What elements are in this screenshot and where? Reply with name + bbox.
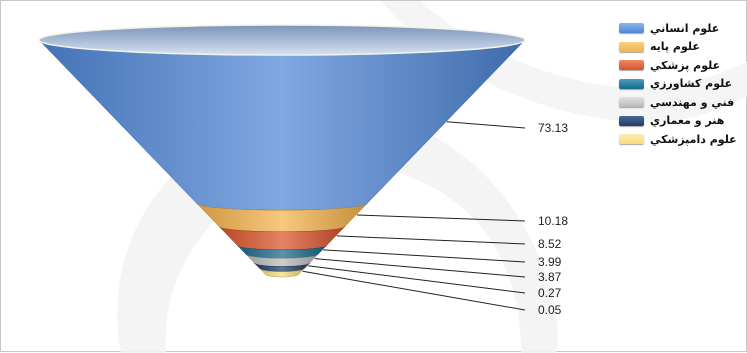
leader-line-2	[336, 235, 526, 245]
value-label-1: 10.18	[538, 214, 568, 228]
legend-label-5: هنر و معماري	[650, 114, 725, 128]
legend-label-3: علوم كشاورزي	[650, 77, 733, 91]
value-label-2: 8.52	[538, 237, 562, 251]
funnel-top-cap	[38, 24, 526, 56]
legend-label-0: علوم انساني	[650, 21, 720, 35]
legend-item-0: علوم انساني	[619, 19, 729, 38]
leader-line-0	[446, 121, 526, 129]
value-label-4: 3.87	[538, 270, 562, 284]
leader-line-1	[356, 214, 526, 222]
value-label-5: 0.27	[538, 286, 562, 300]
funnel-segment-6	[259, 267, 305, 278]
leader-line-6	[302, 270, 526, 311]
legend-item-6: علوم دامپزشكي	[619, 130, 737, 149]
legend-swatch-1	[619, 41, 644, 52]
legend-swatch-3	[619, 78, 644, 89]
legend: علوم انساني علوم پايه علوم پزشكي علوم كش…	[619, 19, 737, 149]
legend-swatch-0	[619, 23, 644, 34]
legend-label-2: علوم پزشكي	[650, 58, 721, 72]
legend-label-6: علوم دامپزشكي	[650, 132, 737, 146]
leader-line-4	[314, 258, 526, 278]
legend-item-1: علوم پايه	[619, 38, 729, 57]
legend-item-5: هنر و معماري	[619, 112, 729, 131]
value-label-0: 73.13	[538, 121, 568, 135]
leader-line-5	[307, 265, 526, 294]
legend-label-4: فني و مهندسي	[650, 95, 735, 109]
value-label-6: 0.05	[538, 303, 562, 317]
legend-swatch-2	[619, 60, 644, 71]
legend-item-2: علوم پزشكي	[619, 56, 729, 75]
legend-swatch-4	[619, 97, 644, 108]
legend-label-1: علوم پايه	[650, 40, 700, 54]
leader-line-3	[323, 249, 526, 263]
legend-swatch-6	[619, 134, 644, 145]
value-label-3: 3.99	[538, 255, 562, 269]
legend-swatch-5	[619, 115, 644, 126]
legend-item-3: علوم كشاورزي	[619, 75, 733, 94]
legend-item-4: فني و مهندسي	[619, 93, 734, 112]
